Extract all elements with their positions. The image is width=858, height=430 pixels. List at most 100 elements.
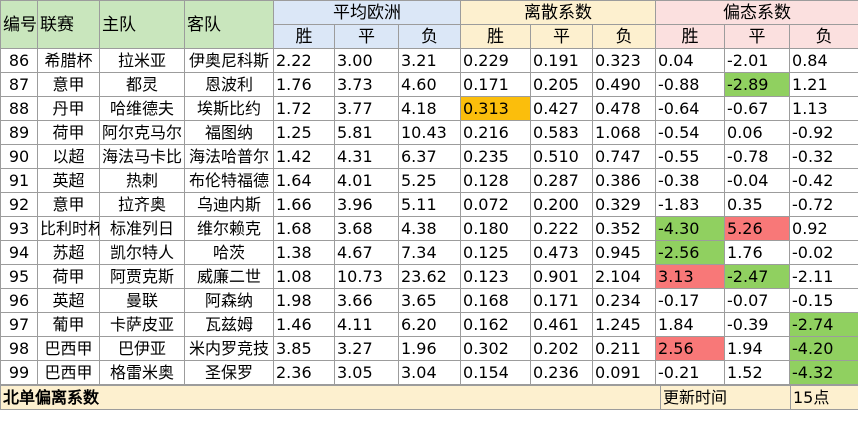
away-team-cell: 布伦特福德 (184, 168, 274, 193)
skew-value-cell: -0.55 (655, 144, 726, 169)
league-cell: 葡甲 (37, 312, 100, 337)
avg-value-cell: 23.62 (397, 264, 462, 289)
league-cell: 丹甲 (37, 96, 100, 121)
disp-value-cell: 0.510 (530, 144, 594, 169)
avg-value-cell: 3.66 (334, 288, 399, 313)
disp-value-cell: 0.478 (592, 96, 657, 121)
home-team-cell: 标准列日 (99, 216, 185, 241)
avg-value-cell: 6.20 (397, 312, 462, 337)
group-header-avg: 平均欧洲 (272, 0, 462, 25)
away-team-cell: 瓦兹姆 (184, 312, 274, 337)
disp-value-cell: 0.352 (592, 216, 657, 241)
disp-value-cell: 0.747 (592, 144, 657, 169)
sub-header-avg-win: 胜 (273, 24, 335, 49)
sub-header-avg-lose: 负 (397, 24, 462, 49)
header-row-2: 胜 平 负 胜 平 负 胜 平 负 (1, 24, 858, 49)
away-team-cell: 乌迪内斯 (184, 192, 274, 217)
league-cell: 希腊杯 (37, 48, 100, 73)
away-team-cell: 伊奥尼科斯 (184, 48, 274, 73)
skew-value-cell: 1.21 (789, 72, 858, 97)
league-cell: 意甲 (37, 72, 100, 97)
avg-value-cell: 3.04 (397, 360, 462, 385)
avg-value-cell: 4.38 (397, 216, 462, 241)
away-team-cell: 米内罗竞技 (184, 336, 274, 361)
table-row: 87 意甲 都灵 恩波利 1.76 3.73 4.60 0.171 0.205 0.490 -0.8… (0, 72, 858, 97)
footer-table: 北单偏离系数 更新时间 15点 (0, 385, 858, 410)
avg-value-cell: 1.64 (273, 168, 335, 193)
skew-value-cell: 0.06 (724, 120, 791, 145)
disp-value-cell: 0.427 (530, 96, 594, 121)
disp-value-cell: 0.091 (592, 360, 657, 385)
disp-value-cell: 0.229 (460, 48, 532, 73)
skew-value-cell: -0.15 (789, 288, 858, 313)
disp-value-cell: 0.125 (460, 240, 532, 265)
avg-value-cell: 5.81 (334, 120, 399, 145)
avg-value-cell: 4.31 (334, 144, 399, 169)
home-team-cell: 拉米亚 (99, 48, 185, 73)
disp-value-cell: 0.945 (592, 240, 657, 265)
disp-value-cell: 0.216 (460, 120, 532, 145)
avg-value-cell: 6.37 (397, 144, 462, 169)
league-cell: 巴西甲 (37, 360, 100, 385)
skew-value-cell: 1.52 (724, 360, 791, 385)
disp-value-cell: 0.323 (592, 48, 657, 73)
skew-value-cell: -2.11 (789, 264, 858, 289)
disp-value-cell: 0.287 (530, 168, 594, 193)
table-row: 89 荷甲 阿尔克马尔 福图纳 1.25 5.81 10.43 0.216 0.583 1.068… (0, 120, 858, 145)
away-team-cell: 威廉二世 (184, 264, 274, 289)
row-number: 92 (0, 192, 38, 217)
table-row: 90 以超 海法马卡比 海法哈普尔 1.42 4.31 6.37 0.235 0.510 0.74… (0, 144, 858, 169)
away-team-cell: 维尔赖克 (184, 216, 274, 241)
avg-value-cell: 3.77 (334, 96, 399, 121)
home-team-cell: 巴伊亚 (99, 336, 185, 361)
skew-value-cell: -0.17 (655, 288, 726, 313)
skew-value-cell: 0.04 (655, 48, 726, 73)
disp-value-cell: 0.236 (530, 360, 594, 385)
skew-value-cell: 0.35 (724, 192, 791, 217)
avg-value-cell: 3.27 (334, 336, 399, 361)
table-row: 93 比利时杯 标准列日 维尔赖克 1.68 3.68 4.38 0.180 0.222 0.35… (0, 216, 858, 241)
row-number: 95 (0, 264, 38, 289)
skew-value-cell: 0.84 (789, 48, 858, 73)
row-number: 86 (0, 48, 38, 73)
row-number: 88 (0, 96, 38, 121)
footer-row: 北单偏离系数 更新时间 15点 (0, 385, 858, 410)
disp-value-cell: 0.171 (530, 288, 594, 313)
skew-value-cell: 1.94 (724, 336, 791, 361)
avg-value-cell: 3.21 (397, 48, 462, 73)
avg-value-cell: 3.68 (334, 216, 399, 241)
col-header-home: 主队 (99, 0, 185, 49)
home-team-cell: 格雷米奥 (99, 360, 185, 385)
table-row: 92 意甲 拉齐奥 乌迪内斯 1.66 3.96 5.11 0.072 0.200 0.329 -1… (0, 192, 858, 217)
skew-value-cell: 1.76 (724, 240, 791, 265)
avg-value-cell: 10.43 (397, 120, 462, 145)
avg-value-cell: 4.11 (334, 312, 399, 337)
disp-value-cell: 0.180 (460, 216, 532, 241)
avg-value-cell: 2.22 (273, 48, 335, 73)
avg-value-cell: 1.25 (273, 120, 335, 145)
avg-value-cell: 3.65 (397, 288, 462, 313)
avg-value-cell: 1.66 (273, 192, 335, 217)
update-time-label: 更新时间 (660, 385, 791, 410)
disp-value-cell: 0.128 (460, 168, 532, 193)
home-team-cell: 拉齐奥 (99, 192, 185, 217)
avg-value-cell: 3.85 (273, 336, 335, 361)
disp-value-cell: 0.235 (460, 144, 532, 169)
sub-header-avg-draw: 平 (334, 24, 399, 49)
skew-value-cell: -1.83 (655, 192, 726, 217)
row-number: 94 (0, 240, 38, 265)
disp-value-cell: 0.123 (460, 264, 532, 289)
skew-value-cell: -0.78 (724, 144, 791, 169)
avg-value-cell: 5.11 (397, 192, 462, 217)
table-row: 97 葡甲 卡萨皮亚 瓦兹姆 1.46 4.11 6.20 0.162 0.461 1.245 1.… (0, 312, 858, 337)
disp-value-cell: 0.191 (530, 48, 594, 73)
disp-value-cell: 1.245 (592, 312, 657, 337)
avg-value-cell: 10.73 (334, 264, 399, 289)
league-cell: 荷甲 (37, 264, 100, 289)
sub-header-disp-lose: 负 (592, 24, 657, 49)
row-number: 98 (0, 336, 38, 361)
col-header-away: 客队 (184, 0, 274, 49)
disp-value-cell: 0.200 (530, 192, 594, 217)
update-time-value: 15点 (790, 385, 858, 410)
avg-value-cell: 4.60 (397, 72, 462, 97)
